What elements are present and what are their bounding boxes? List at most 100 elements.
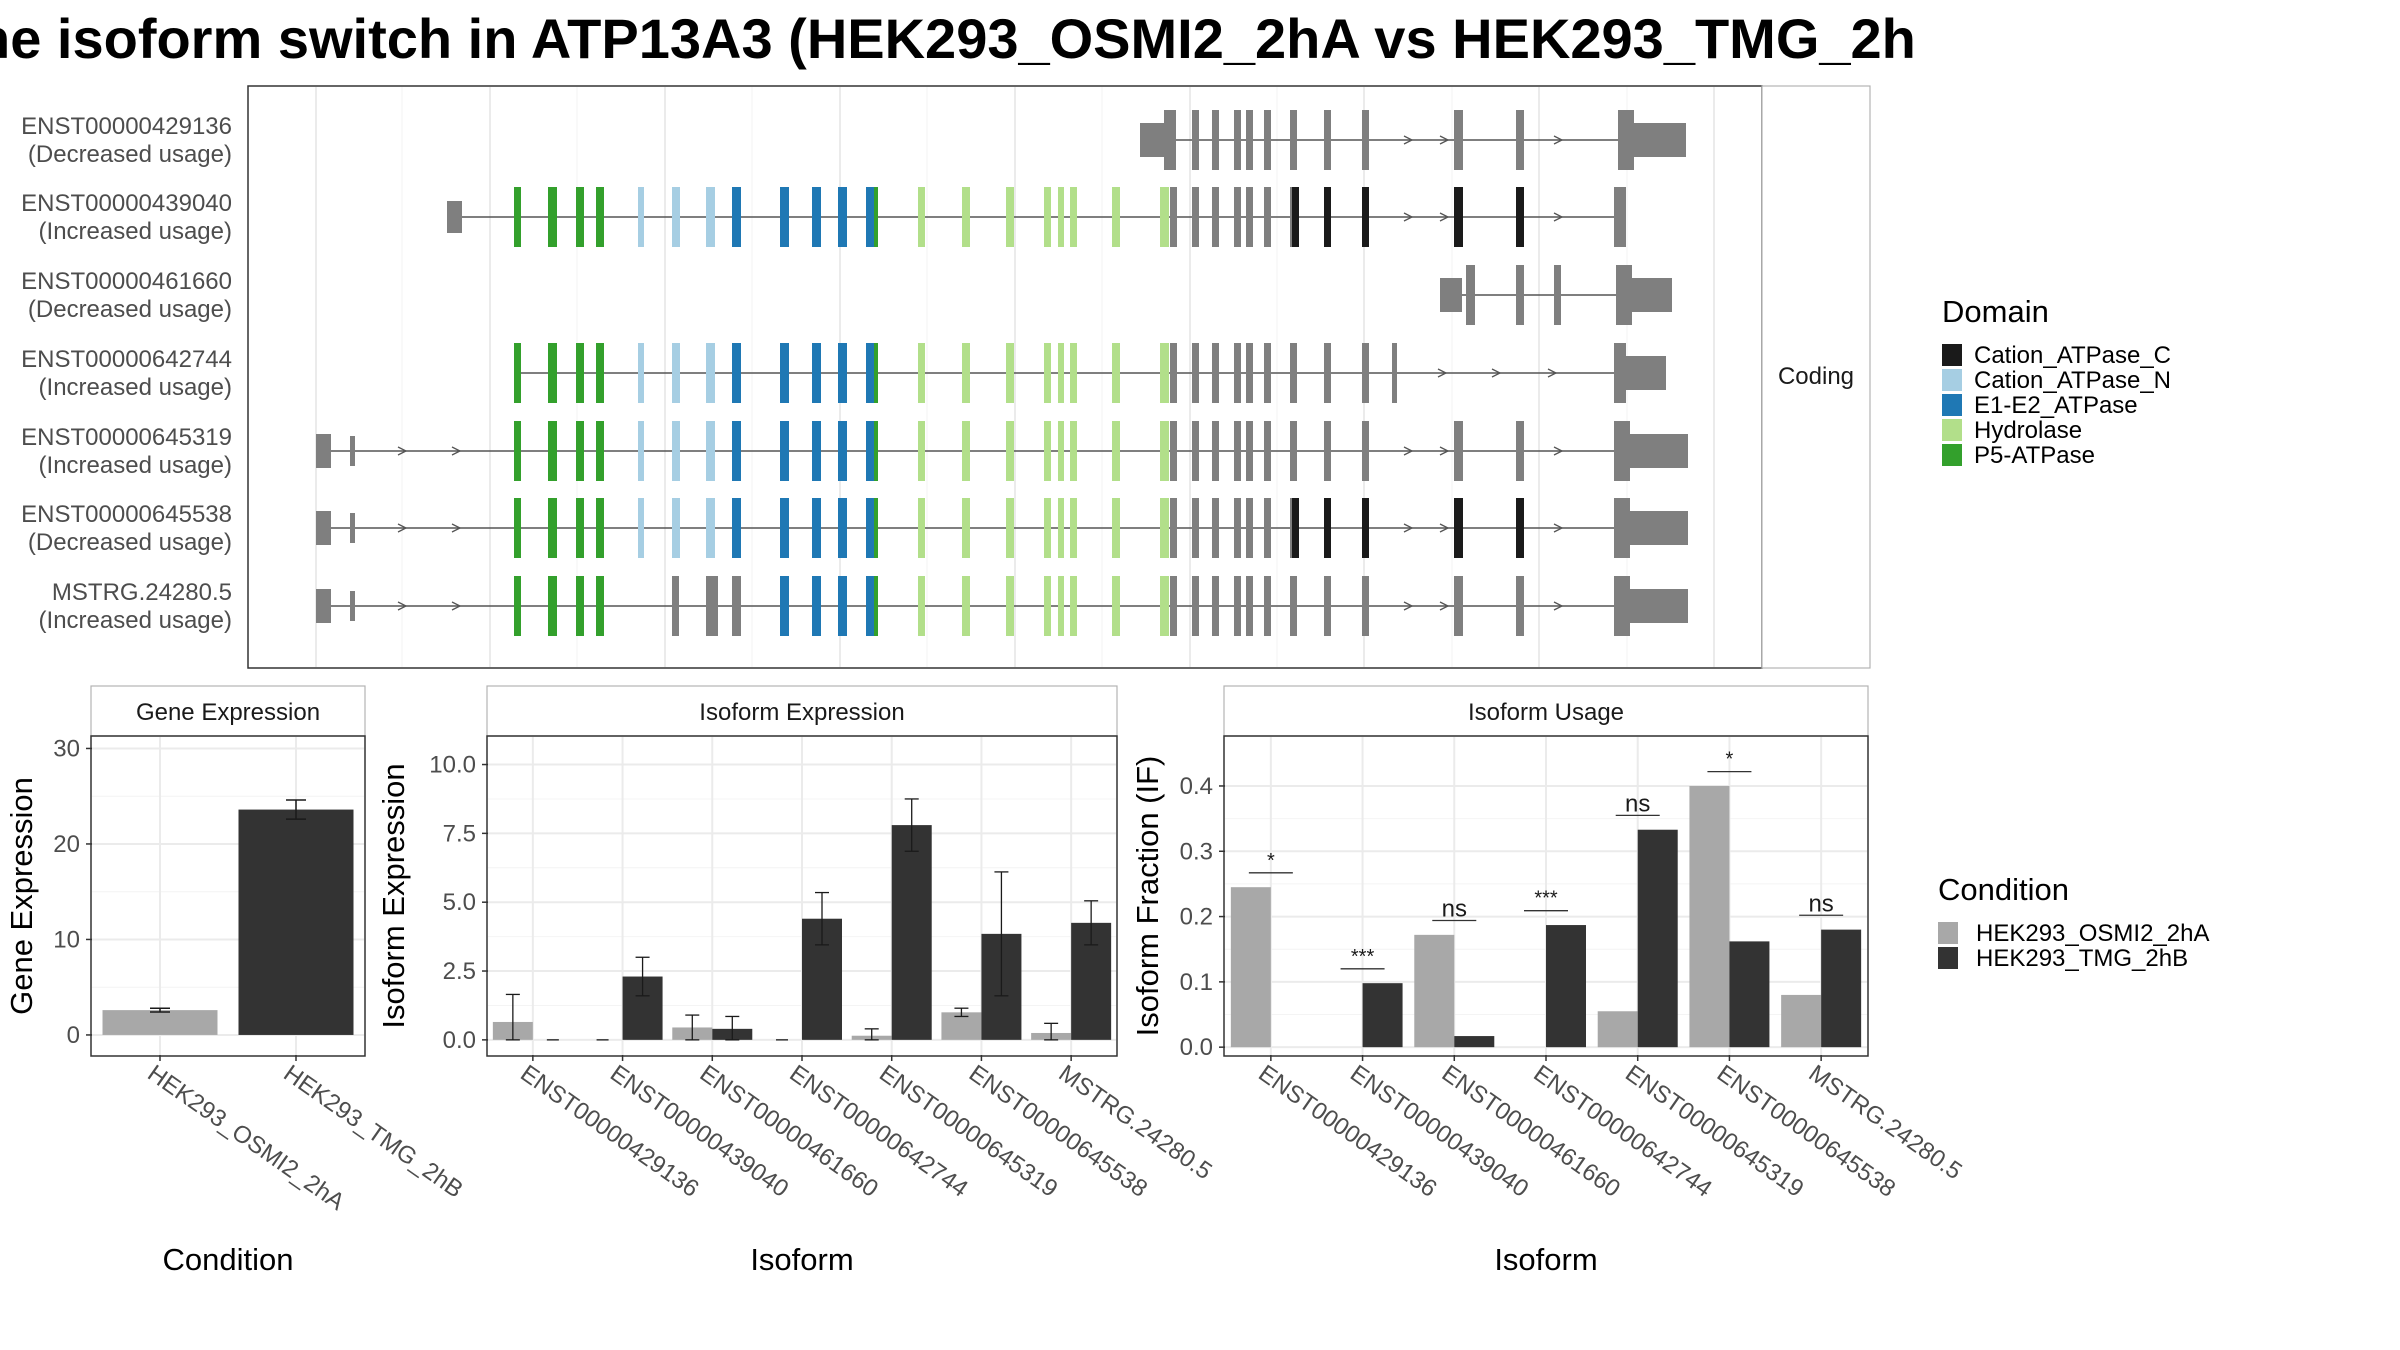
transcript-name: ENST00000645538 bbox=[21, 501, 232, 528]
domain-exon bbox=[514, 343, 521, 403]
exon bbox=[1614, 343, 1626, 403]
domain-exon bbox=[514, 498, 521, 558]
exon bbox=[1212, 576, 1219, 636]
exon bbox=[1264, 187, 1271, 247]
domain-exon bbox=[576, 421, 584, 481]
domain-exon bbox=[1160, 576, 1169, 636]
domain-exon bbox=[732, 421, 741, 481]
gene-expression-title: Gene Expression bbox=[136, 699, 320, 726]
exon bbox=[1554, 265, 1561, 325]
transcript-usage: (Decreased usage) bbox=[28, 296, 232, 323]
domain-exon bbox=[780, 421, 789, 481]
exon bbox=[447, 201, 462, 233]
domain-exon bbox=[732, 498, 741, 558]
domain-exon bbox=[812, 498, 821, 558]
strand-arrow bbox=[1439, 135, 1450, 145]
coding-strip bbox=[1761, 85, 1871, 669]
strand-arrow bbox=[1403, 523, 1414, 533]
exon bbox=[1170, 576, 1177, 636]
exon bbox=[1212, 498, 1219, 558]
domain-exon bbox=[548, 498, 557, 558]
domain-exon bbox=[672, 343, 680, 403]
bar bbox=[1821, 929, 1862, 1048]
exon bbox=[1264, 421, 1271, 481]
domain-legend-title: Domain bbox=[1942, 294, 2049, 329]
transcript-usage: (Increased usage) bbox=[39, 452, 232, 479]
exon bbox=[1516, 110, 1524, 170]
transcript-name: ENST00000645319 bbox=[21, 424, 232, 451]
bar bbox=[1689, 785, 1730, 1048]
x-tick-label: MSTRG.24280.5 bbox=[1804, 1060, 1967, 1185]
domain-exon bbox=[596, 576, 604, 636]
transcript-name: MSTRG.24280.5 bbox=[52, 579, 232, 606]
transcript-track bbox=[316, 421, 1688, 481]
domain-exon bbox=[706, 498, 715, 558]
y-tick-label: 7.5 bbox=[443, 820, 476, 847]
domain-exon bbox=[918, 421, 925, 481]
legend-swatch bbox=[1938, 947, 1958, 969]
exon bbox=[1290, 576, 1297, 636]
bar bbox=[1546, 925, 1586, 1048]
exon bbox=[1234, 421, 1241, 481]
exon bbox=[1290, 110, 1297, 170]
domain-exon bbox=[1006, 421, 1014, 481]
domain-exon bbox=[866, 187, 875, 247]
domain-exon bbox=[1070, 421, 1077, 481]
domain-exon bbox=[1006, 187, 1014, 247]
bar bbox=[1729, 941, 1770, 1048]
exon bbox=[1234, 576, 1241, 636]
domain-exon bbox=[780, 498, 789, 558]
isoform-usage-panel: Isoform Usage 0.00.10.20.30.4ENST0000042… bbox=[1130, 685, 1967, 1277]
strand-arrow bbox=[1439, 601, 1450, 611]
domain-exon bbox=[1058, 343, 1064, 403]
strand-arrow bbox=[1403, 601, 1414, 611]
y-tick-label: 0.0 bbox=[443, 1027, 476, 1054]
exon bbox=[1246, 498, 1253, 558]
exon bbox=[1324, 576, 1331, 636]
strip-label-coding: Coding bbox=[1778, 363, 1854, 390]
domain-exon bbox=[548, 187, 557, 247]
exon bbox=[1164, 110, 1176, 170]
transcript-track bbox=[1440, 265, 1672, 325]
exon bbox=[1614, 187, 1626, 247]
domain-exon bbox=[1058, 576, 1064, 636]
domain-exon bbox=[514, 187, 521, 247]
domain-exon bbox=[874, 343, 878, 403]
domain-exon bbox=[672, 421, 680, 481]
domain-exon bbox=[638, 187, 644, 247]
transcript-track bbox=[316, 498, 1688, 558]
legend-label: Cation_ATPase_N bbox=[1974, 367, 2171, 394]
transcript-usage: (Decreased usage) bbox=[28, 529, 232, 556]
exon bbox=[1212, 421, 1219, 481]
legend-swatch bbox=[1942, 344, 1962, 366]
legend-label: Hydrolase bbox=[1974, 417, 2082, 444]
domain-exon bbox=[1058, 421, 1064, 481]
domain-exon bbox=[548, 576, 557, 636]
domain-exon bbox=[838, 498, 847, 558]
domain-exon bbox=[1070, 498, 1077, 558]
exon bbox=[1454, 421, 1463, 481]
exon bbox=[1630, 589, 1688, 623]
transcript-labels: ENST00000429136(Decreased usage)ENST0000… bbox=[21, 113, 232, 634]
exon bbox=[1616, 265, 1632, 325]
transcript-usage: (Decreased usage) bbox=[28, 141, 232, 168]
bar bbox=[1454, 1036, 1495, 1048]
transcript-name: ENST00000461660 bbox=[21, 268, 232, 295]
exon bbox=[350, 513, 355, 543]
isoform-expression-ylabel: Isoform Expression bbox=[376, 763, 411, 1028]
isoform-expression-frame bbox=[486, 735, 1118, 1057]
domain-exon bbox=[866, 421, 875, 481]
condition-legend-title: Condition bbox=[1938, 872, 2069, 907]
exon bbox=[1324, 110, 1331, 170]
strand-arrow bbox=[1553, 523, 1564, 533]
exon bbox=[1234, 343, 1241, 403]
exon bbox=[316, 434, 331, 468]
domain-exon bbox=[596, 343, 604, 403]
domain-exon bbox=[874, 421, 878, 481]
domain-exon bbox=[866, 498, 875, 558]
y-tick-label: 0.2 bbox=[1180, 904, 1213, 931]
domain-exon bbox=[1044, 421, 1051, 481]
domain-exon bbox=[732, 187, 741, 247]
domain-exon bbox=[866, 576, 875, 636]
domain-exon bbox=[1006, 343, 1014, 403]
